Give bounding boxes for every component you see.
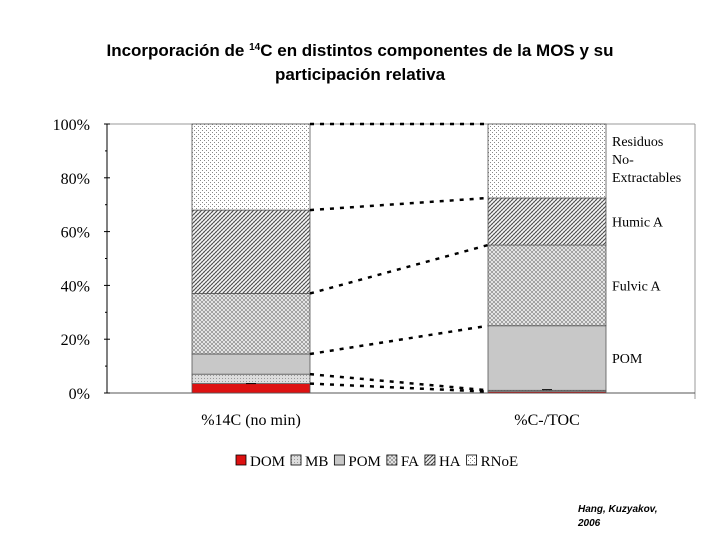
- segment-label-3-line-1: Fulvic A: [612, 279, 662, 294]
- y-tick-label-4: 80%: [61, 171, 90, 188]
- connector-line-3: [309, 324, 489, 356]
- connector-line-5: [309, 196, 489, 212]
- connector-line-4: [309, 243, 489, 295]
- legend-label-pom: POM: [348, 454, 381, 470]
- bar-segment-dom-1: [191, 383, 311, 394]
- legend-swatch-pom: [333, 454, 345, 466]
- segment-label-1-line-3: Extractables: [612, 171, 681, 186]
- segment-label-1-line-1: Residuos: [612, 135, 663, 150]
- y-tick-label-5: 100%: [53, 117, 90, 134]
- y-tick-label-2: 40%: [61, 278, 90, 295]
- y-tick-label-3: 60%: [61, 225, 90, 242]
- legend-swatch-mb: [290, 454, 302, 466]
- segment-label-4-line-1: POM: [612, 352, 643, 367]
- legend-swatch-ha: [424, 454, 436, 466]
- bar-segment-pom-1: [191, 353, 311, 375]
- bar-segment-rnoe-2: [487, 123, 607, 199]
- title-line2: participación relativa: [274, 65, 446, 84]
- source-credit: Hang, Kuzyakov, 2006: [578, 503, 657, 531]
- title-part2: C en distintos componentes de la MOS y s…: [260, 41, 614, 60]
- y-tick-label-1: 20%: [61, 332, 90, 349]
- x-category-label-1: %14C (no min): [201, 412, 301, 429]
- credit-line1: Hang, Kuzyakov,: [578, 504, 658, 515]
- x-category-label-2: %C-/TOC: [514, 412, 579, 429]
- legend-label-ha: HA: [439, 454, 461, 470]
- bar-segment-fa-2: [487, 244, 607, 327]
- credit-line2: 2006: [578, 518, 601, 529]
- title-superscript: 14: [249, 42, 261, 53]
- title-part1: Incorporación de: [106, 41, 250, 60]
- bar-segment-rnoe-1: [191, 123, 311, 211]
- legend-label-fa: FA: [401, 454, 419, 470]
- bar-segment-ha-2: [487, 197, 607, 246]
- legend-label-mb: MB: [305, 454, 328, 470]
- legend-swatch-rnoe: [466, 454, 478, 466]
- segment-label-2-line-1: Humic A: [612, 216, 664, 231]
- legend-swatch-fa: [386, 454, 398, 466]
- connector-line-2: [309, 372, 489, 392]
- chart-title: Incorporación de 14C en distintos compon…: [0, 36, 720, 87]
- bar-segment-mb-1: [191, 373, 311, 384]
- segment-label-1-line-2: No-: [612, 153, 634, 168]
- legend-label-dom: DOM: [250, 454, 285, 470]
- y-tick-label-0: 0%: [69, 386, 90, 403]
- bar-segment-ha-1: [191, 209, 311, 294]
- bar-segment-fa-1: [191, 293, 311, 355]
- legend-swatch-dom: [235, 454, 247, 466]
- bar-segment-pom-2: [487, 325, 607, 391]
- legend-label-rnoe: RNoE: [481, 454, 519, 470]
